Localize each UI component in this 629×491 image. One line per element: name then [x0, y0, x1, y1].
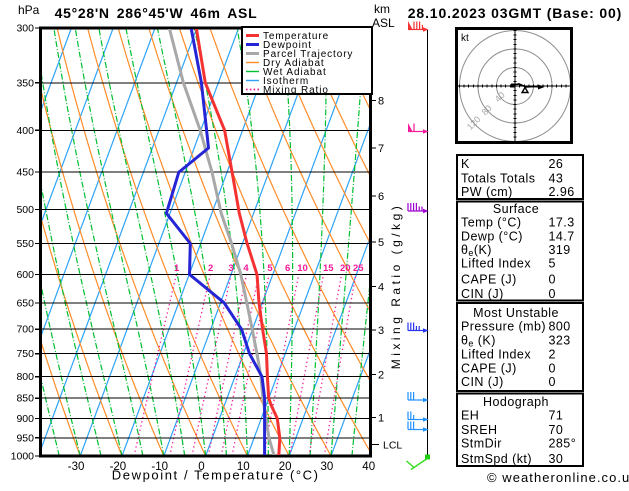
svg-text:ASL: ASL — [372, 16, 395, 30]
svg-text:6: 6 — [285, 263, 290, 274]
svg-text:StmSpd (kt): StmSpd (kt) — [461, 452, 532, 466]
svg-text:20: 20 — [279, 461, 292, 473]
svg-text:900: 900 — [16, 413, 34, 425]
svg-text:-10: -10 — [151, 461, 168, 473]
svg-text:Dewpoint: Dewpoint — [263, 40, 312, 51]
svg-text:km: km — [374, 2, 390, 16]
svg-text:Lifted Index: Lifted Index — [461, 257, 531, 271]
svg-text:CAPE (J): CAPE (J) — [461, 272, 517, 286]
svg-text:LCL: LCL — [383, 440, 402, 452]
svg-text:25: 25 — [353, 263, 364, 274]
svg-text:Lifted Index: Lifted Index — [461, 348, 531, 362]
svg-text:26: 26 — [549, 157, 564, 171]
svg-text:3: 3 — [378, 325, 384, 337]
svg-text:-30: -30 — [68, 461, 85, 473]
svg-text:71: 71 — [549, 408, 564, 422]
svg-text:Temperature: Temperature — [263, 31, 329, 42]
svg-text:hPa: hPa — [18, 3, 40, 17]
svg-text:2: 2 — [208, 263, 213, 274]
svg-text:400: 400 — [16, 125, 34, 137]
svg-text:© weatheronline.co.uk: © weatheronline.co.uk — [487, 470, 629, 485]
svg-text:Totals Totals: Totals Totals — [461, 172, 535, 186]
svg-text:800: 800 — [16, 371, 34, 383]
svg-text:SREH: SREH — [461, 423, 498, 437]
svg-text:3: 3 — [228, 263, 233, 274]
svg-text:CAPE (J): CAPE (J) — [461, 361, 517, 375]
svg-text:40: 40 — [362, 461, 375, 473]
svg-text:1: 1 — [174, 263, 180, 274]
svg-text:750: 750 — [16, 348, 34, 360]
svg-text:323: 323 — [549, 333, 571, 347]
svg-text:0: 0 — [549, 272, 556, 286]
svg-text:14.7: 14.7 — [549, 229, 575, 243]
svg-text:Dry Adiabat: Dry Adiabat — [263, 58, 325, 69]
svg-text:70: 70 — [549, 423, 564, 437]
svg-text:Hodograph: Hodograph — [483, 395, 549, 409]
svg-text:5: 5 — [549, 257, 556, 271]
svg-text:300: 300 — [16, 23, 34, 35]
svg-text:700: 700 — [16, 324, 34, 336]
svg-text:8: 8 — [378, 96, 384, 108]
svg-text:350: 350 — [16, 77, 34, 89]
svg-text:2: 2 — [378, 370, 384, 382]
svg-text:0: 0 — [549, 375, 556, 389]
svg-text:EH: EH — [461, 408, 479, 422]
svg-text:CIN (J): CIN (J) — [461, 287, 504, 301]
svg-text:850: 850 — [16, 393, 34, 405]
svg-text:650: 650 — [16, 297, 34, 309]
svg-text:-20: -20 — [110, 461, 127, 473]
svg-text:0: 0 — [549, 287, 556, 301]
svg-text:43: 43 — [549, 172, 564, 186]
svg-text:Pressure (mb): Pressure (mb) — [461, 320, 546, 334]
svg-text:28.10.2023 03GMT (Base: 00): 28.10.2023 03GMT (Base: 00) — [408, 5, 622, 21]
svg-text:kt: kt — [461, 33, 469, 44]
svg-text:45°28'N 286°45'W 46m ASL: 45°28'N 286°45'W 46m ASL — [55, 5, 258, 21]
svg-text:1: 1 — [378, 413, 384, 425]
svg-text:Mixing Ratio (g/kg): Mixing Ratio (g/kg) — [389, 203, 403, 370]
svg-text:2.96: 2.96 — [549, 185, 575, 199]
svg-text:Surface: Surface — [493, 202, 539, 216]
svg-text:5: 5 — [378, 237, 384, 249]
svg-text:600: 600 — [16, 269, 34, 281]
svg-text:CIN (J): CIN (J) — [461, 375, 504, 389]
svg-text:1000: 1000 — [11, 451, 35, 463]
svg-text:θe (K): θe (K) — [461, 333, 496, 348]
svg-text:Wet Adiabat: Wet Adiabat — [263, 67, 327, 78]
svg-text:40: 40 — [493, 90, 507, 104]
svg-text:0: 0 — [549, 361, 556, 375]
svg-text:319: 319 — [549, 243, 571, 257]
svg-text:500: 500 — [16, 204, 34, 216]
svg-text:2: 2 — [549, 348, 556, 362]
svg-text:7: 7 — [378, 143, 384, 155]
svg-text:10: 10 — [297, 263, 308, 274]
svg-text:Most Unstable: Most Unstable — [473, 306, 559, 320]
svg-text:K: K — [461, 157, 470, 171]
svg-text:0: 0 — [198, 461, 204, 473]
svg-text:30: 30 — [549, 452, 564, 466]
svg-text:Dewpoint / Temperature (°C): Dewpoint / Temperature (°C) — [112, 468, 320, 483]
svg-text:5: 5 — [267, 263, 273, 274]
svg-text:20: 20 — [340, 263, 351, 274]
svg-text:950: 950 — [16, 432, 34, 444]
svg-text:15: 15 — [323, 263, 334, 274]
svg-text:285°: 285° — [549, 436, 577, 450]
svg-text:800: 800 — [549, 320, 571, 334]
svg-text:30: 30 — [321, 461, 334, 473]
svg-text:Temp (°C): Temp (°C) — [461, 216, 521, 230]
svg-text:Dewp (°C): Dewp (°C) — [461, 229, 523, 243]
svg-text:StmDir: StmDir — [461, 436, 502, 450]
svg-text:550: 550 — [16, 238, 34, 250]
svg-text:450: 450 — [16, 167, 34, 179]
svg-text:6: 6 — [378, 191, 384, 203]
svg-text:Mixing Ratio: Mixing Ratio — [263, 85, 329, 96]
svg-text:4: 4 — [243, 263, 249, 274]
svg-text:10: 10 — [237, 461, 250, 473]
svg-text:Parcel Trajectory: Parcel Trajectory — [263, 49, 353, 60]
svg-text:PW (cm): PW (cm) — [461, 185, 513, 199]
svg-text:Isotherm: Isotherm — [263, 76, 309, 87]
svg-text:4: 4 — [378, 282, 384, 294]
svg-text:17.3: 17.3 — [549, 216, 575, 230]
